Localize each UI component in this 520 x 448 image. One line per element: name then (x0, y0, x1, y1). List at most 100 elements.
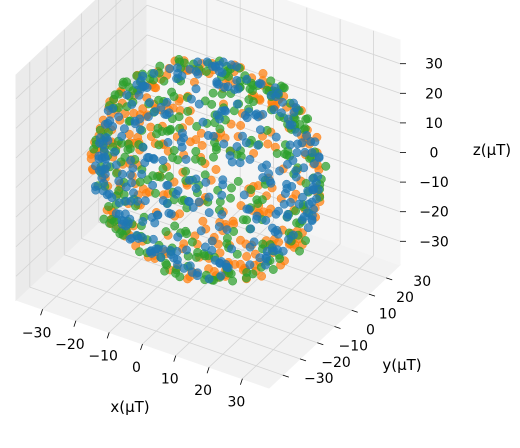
scatter-point-series-2 (148, 180, 158, 190)
y-tick-label: 10 (379, 306, 397, 322)
scatter-point-series-2 (91, 161, 100, 171)
scatter-point-series-2 (162, 110, 172, 120)
scatter-point-series-2 (119, 124, 129, 134)
scatter-point-series-1 (169, 92, 179, 101)
scatter-point-series-2 (307, 211, 317, 221)
scatter-point-series-2 (271, 92, 281, 102)
scatter-point-series-2 (292, 148, 302, 158)
scatter-point-series-1 (268, 265, 278, 274)
scatter-point-series-2 (186, 94, 196, 104)
scatter-point-series-2 (270, 227, 280, 237)
scatter-point-series-2 (215, 258, 225, 268)
scatter-point-series-2 (271, 132, 281, 142)
scatter-point-series-1 (159, 76, 169, 86)
scatter-point-series-2 (201, 177, 211, 187)
scatter-point-series-0 (198, 216, 208, 226)
scatter-point-series-2 (208, 131, 218, 141)
grid-line-z-back (215, 0, 401, 65)
y-tick-mark (386, 277, 393, 281)
scatter-point-series-2 (132, 80, 142, 89)
scatter-point-series-1 (266, 76, 276, 86)
z-axis-label: z(μT) (473, 141, 511, 159)
x-tick-mark (173, 355, 177, 362)
scatter-point-series-2 (288, 156, 298, 165)
scatter-point-series-1 (157, 127, 167, 136)
scatter-point-series-2 (218, 57, 228, 67)
scatter-point-series-2 (182, 245, 191, 255)
scatter-point-series-2 (312, 194, 321, 204)
scatter-point-series-2 (272, 245, 282, 255)
scatter-point-series-1 (104, 202, 114, 211)
scatter-points (86, 54, 331, 286)
scatter-point-series-2 (164, 208, 174, 218)
scatter-point-series-2 (204, 208, 214, 218)
scatter-point-series-2 (173, 232, 183, 242)
scatter-point-series-2 (162, 180, 172, 190)
grid-line-y-floor (133, 189, 387, 279)
y-tick-mark (334, 326, 341, 329)
y-tick-mark (368, 293, 376, 297)
scatter-point-series-1 (208, 88, 218, 98)
scatter-point-series-2 (222, 225, 232, 235)
z-tick-label: 10 (425, 116, 443, 132)
scatter-point-series-2 (204, 192, 214, 202)
scatter-point-series-1 (123, 145, 133, 155)
scatter-point-series-2 (255, 125, 265, 135)
scatter-point-series-2 (158, 245, 168, 254)
scatter-point-series-2 (218, 180, 228, 190)
grid-line-z-left (15, 0, 122, 99)
scatter-point-series-1 (200, 170, 210, 180)
scatter-point-series-1 (211, 145, 221, 155)
scatter-point-series-2 (162, 199, 172, 209)
scatter-point-series-2 (111, 160, 121, 170)
scatter-point-series-2 (127, 99, 137, 109)
scatter-point-series-2 (150, 107, 160, 117)
scatter-point-series-2 (163, 137, 173, 147)
scatter-point-series-1 (122, 77, 132, 87)
z-tick-label: 20 (425, 86, 443, 102)
y-tick-mark (317, 342, 324, 346)
scatter-point-series-1 (110, 90, 120, 100)
grid-line-z-back (146, 152, 401, 242)
scatter-point-series-0 (229, 219, 239, 229)
x-tick-mark (106, 332, 110, 339)
scatter-point-series-2 (169, 253, 179, 263)
scatter-point-series-2 (119, 216, 129, 226)
scatter-point-series-2 (107, 193, 117, 203)
scatter-point-series-2 (252, 214, 262, 224)
scatter-point-series-2 (187, 267, 197, 277)
scatter-point-series-2 (138, 233, 147, 243)
scatter-point-series-2 (252, 109, 262, 119)
scatter-point-series-1 (275, 254, 285, 264)
scatter-point-series-2 (285, 140, 295, 150)
scatter-point-series-2 (283, 209, 293, 219)
scatter-point-series-2 (200, 242, 210, 252)
y-tick-label: −20 (321, 355, 351, 371)
scatter-point-series-1 (215, 124, 225, 134)
scatter-point-series-1 (171, 268, 181, 278)
x-tick-mark (206, 367, 210, 374)
scatter-point-series-2 (303, 223, 313, 233)
scatter-point-series-2 (289, 98, 298, 108)
scatter-point-series-2 (143, 112, 153, 122)
scatter-point-series-2 (149, 68, 159, 78)
scatter-point-series-1 (158, 164, 168, 174)
scatter-point-series-2 (253, 140, 263, 150)
scatter-point-series-2 (310, 137, 320, 147)
y-tick-label: 0 (366, 323, 375, 339)
scatter-point-series-1 (207, 99, 217, 109)
y-tick-label: 20 (396, 290, 414, 306)
scatter-point-series-2 (165, 64, 175, 74)
scatter-point-series-1 (244, 95, 254, 105)
scatter-point-series-1 (156, 172, 166, 182)
scatter-point-series-1 (253, 199, 263, 208)
scatter-point-series-2 (227, 244, 237, 254)
scatter-point-series-2 (299, 212, 309, 222)
scatter-point-series-2 (130, 119, 140, 129)
scatter-point-series-1 (135, 177, 145, 187)
scatter-point-series-1 (173, 155, 183, 165)
scatter-point-series-1 (114, 186, 124, 196)
scatter-point-series-2 (276, 108, 286, 118)
scatter-point-series-2 (122, 90, 132, 100)
scatter-point-series-2 (242, 74, 252, 84)
